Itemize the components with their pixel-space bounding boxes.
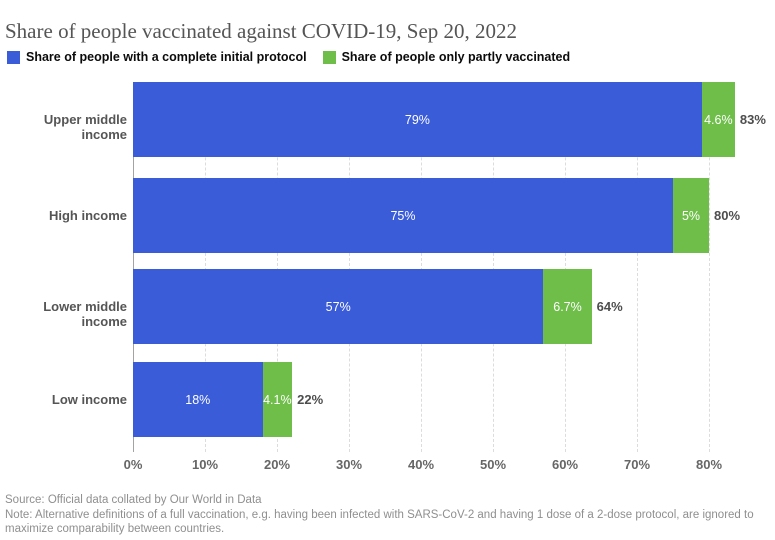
bar-segment-value-label: 57%	[325, 299, 351, 314]
bar-total-label: 22%	[297, 392, 324, 407]
note-text: Note: Alternative definitions of a full …	[5, 508, 754, 536]
legend: Share of people with a complete initial …	[7, 50, 570, 64]
bar-total-label: 64%	[596, 299, 623, 314]
gridline	[565, 82, 566, 452]
bar-segment-value-label: 4.6%	[704, 112, 733, 127]
bar-segment-partly-vaccinated[interactable]: 5%	[673, 178, 709, 253]
gridline	[493, 82, 494, 452]
x-tick-label: 60%	[551, 457, 579, 472]
category-label: Lower middle income	[43, 298, 127, 329]
gridline	[277, 82, 278, 452]
legend-item-partly-vaccinated[interactable]: Share of people only partly vaccinated	[322, 50, 571, 64]
bar-total-label: 83%	[739, 112, 766, 127]
bar-segment-value-label: 4.1%	[263, 392, 292, 407]
x-tick-label: 30%	[335, 457, 363, 472]
bar-segment-complete-protocol[interactable]: 18%	[133, 362, 263, 437]
source-text: Source: Official data collated by Our Wo…	[5, 494, 262, 506]
bar-segment-complete-protocol[interactable]: 79%	[133, 82, 702, 157]
legend-swatch-green-icon	[322, 50, 336, 64]
legend-label: Share of people with a complete initial …	[26, 50, 307, 64]
bar-segment-value-label: 6.7%	[553, 299, 582, 314]
x-tick-label: 70%	[623, 457, 651, 472]
x-tick-label: 20%	[263, 457, 291, 472]
gridline	[349, 82, 350, 452]
category-label: Low income	[51, 391, 127, 407]
bar-segment-value-label: 75%	[390, 208, 416, 223]
bar-segment-complete-protocol[interactable]: 57%	[133, 269, 544, 344]
bar-total-label: 80%	[714, 208, 741, 223]
gridline	[709, 82, 710, 452]
gridline	[205, 82, 206, 452]
legend-swatch-blue-icon	[7, 50, 20, 64]
bar-segment-partly-vaccinated[interactable]: 4.6%	[701, 82, 735, 157]
gridline	[637, 82, 638, 452]
category-label: Upper middle income	[43, 111, 127, 142]
bar-segment-value-label: 79%	[404, 112, 430, 127]
legend-label: Share of people only partly vaccinated	[341, 50, 571, 64]
y-axis-line	[133, 82, 134, 452]
bar-segment-value-label: 18%	[185, 392, 211, 407]
bar-segment-partly-vaccinated[interactable]: 6.7%	[543, 269, 592, 344]
x-tick-label: 40%	[407, 457, 435, 472]
chart-title: Share of people vaccinated against COVID…	[5, 19, 518, 44]
x-tick-label: 80%	[695, 457, 723, 472]
bar-segment-complete-protocol[interactable]: 75%	[133, 178, 673, 253]
bar-segment-value-label: 5%	[681, 208, 701, 223]
x-tick-label: 0%	[123, 457, 143, 472]
x-tick-label: 10%	[191, 457, 219, 472]
category-label: High income	[48, 207, 127, 223]
legend-item-complete-protocol[interactable]: Share of people with a complete initial …	[7, 50, 307, 64]
chart-footer: Source: Official data collated by Our Wo…	[5, 493, 769, 537]
gridline	[421, 82, 422, 452]
bar-segment-partly-vaccinated[interactable]: 4.1%	[262, 362, 293, 437]
x-tick-label: 50%	[479, 457, 507, 472]
